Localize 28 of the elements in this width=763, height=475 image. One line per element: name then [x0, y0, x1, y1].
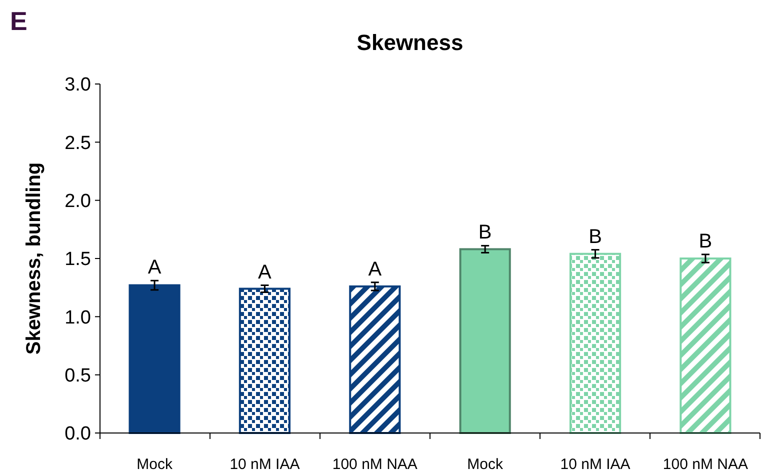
x-tick-label: Mock	[467, 456, 504, 473]
y-axis-title: Skewness, bundling	[23, 162, 45, 355]
y-tick-label: 3.0	[64, 74, 91, 96]
chart-title: Skewness	[356, 30, 464, 55]
x-tick-label: 10 nM IAA	[230, 456, 300, 473]
y-tick-label: 1.5	[64, 249, 91, 270]
data-label: B	[478, 222, 492, 244]
data-label: B	[588, 226, 602, 248]
bar	[238, 288, 291, 434]
bar	[680, 258, 732, 434]
bar	[569, 252, 622, 434]
y-tick-label: 0.5	[64, 365, 91, 386]
x-tick-label: 100 nM NAA	[662, 456, 748, 473]
y-tick-label: 0.0	[64, 424, 91, 445]
data-label: A	[368, 258, 382, 280]
bar	[349, 285, 401, 434]
data-label: A	[258, 261, 272, 284]
text: E	[10, 6, 28, 36]
data-label: B	[698, 230, 712, 252]
bar	[459, 248, 511, 434]
x-tick-label: Mock	[136, 456, 173, 473]
y-tick-label: 2.5	[64, 132, 91, 154]
x-tick-label: 10 nM IAA	[560, 456, 630, 473]
bar	[128, 284, 180, 434]
y-tick-label: 2.0	[64, 190, 91, 212]
x-tick-label: 100 nM NAA	[332, 456, 418, 473]
data-label: A	[148, 256, 162, 279]
y-tick-label: 1.0	[64, 307, 91, 328]
